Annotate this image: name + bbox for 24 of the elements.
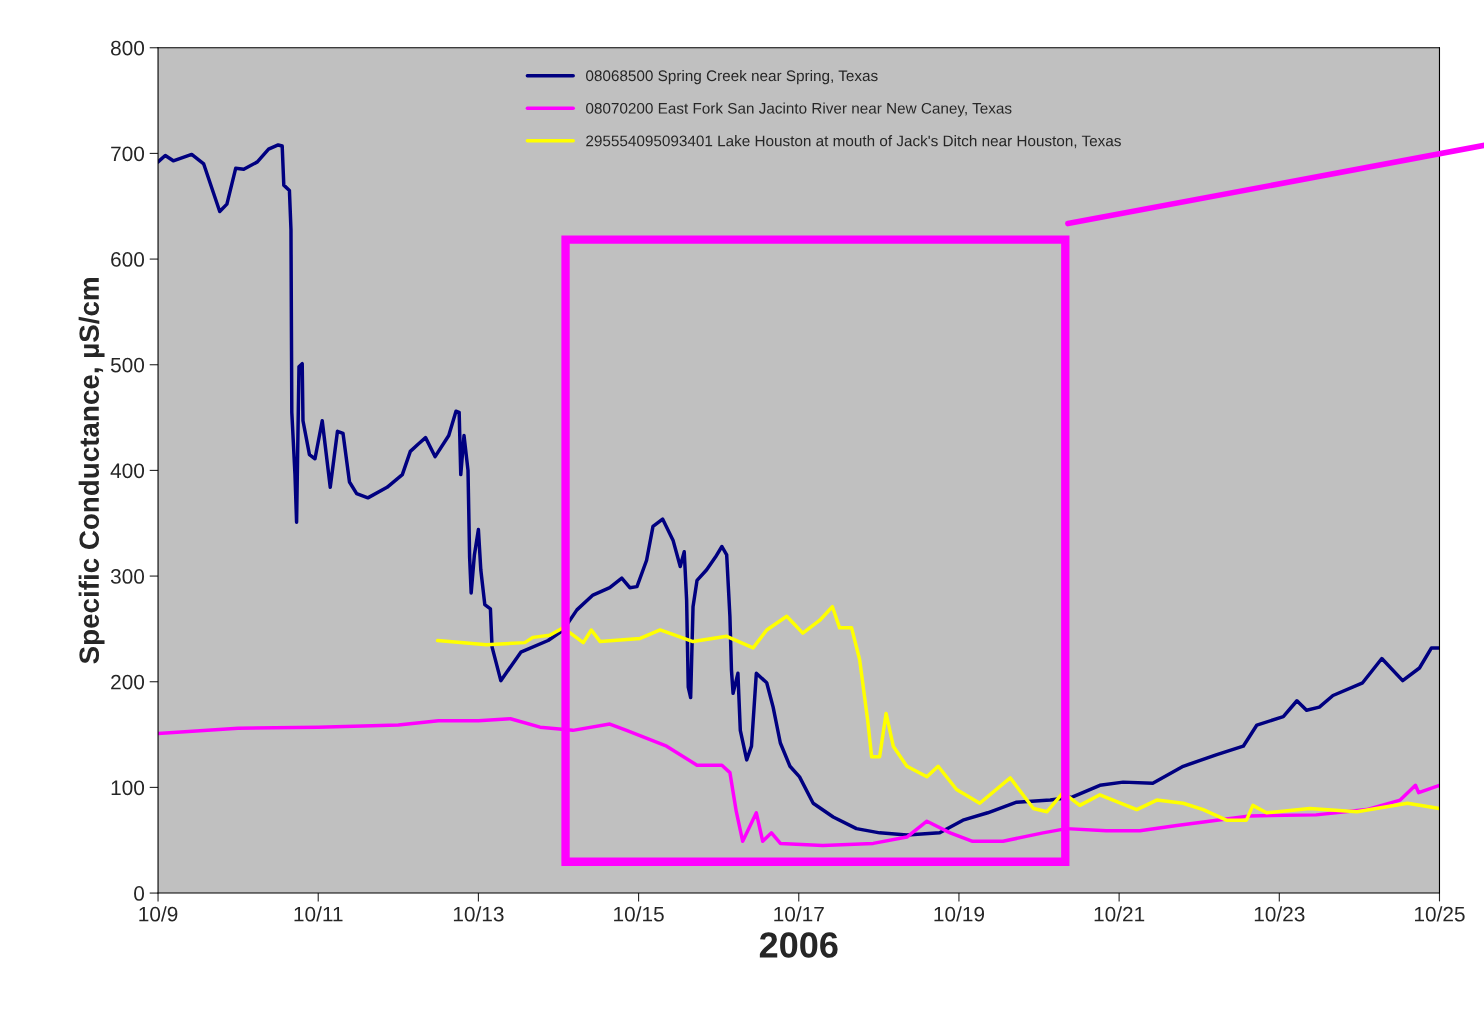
line-series [435, 604, 1440, 822]
x-tick-label: 10/23 [1254, 906, 1305, 922]
y-tick-label: 400 [110, 463, 145, 479]
y-tick-label: 300 [110, 569, 145, 584]
x-tick-label: 10/13 [453, 906, 504, 922]
x-tick-label: 10/11 [294, 906, 343, 922]
y-tick-label: 700 [111, 146, 145, 162]
legend-label: 295554095093401 Lake Houston at mouth of Jack's Ditch near Houston, Texas [586, 135, 1121, 149]
y-tick-label: 600 [111, 252, 145, 267]
legend-label: 08070200 East Fork San Jacinto River near New Caney, Texas [586, 102, 1012, 117]
y-tick-label: 200 [111, 674, 145, 690]
y-axis-title: Specific Conductance, µS/cm [78, 278, 105, 664]
x-tick-label: 10/25 [1415, 906, 1465, 922]
x-tick-label: 10/9 [139, 906, 178, 922]
x-tick-label: 10/21 [1094, 906, 1145, 922]
y-tick-label: 100 [111, 780, 145, 796]
x-tick-label: 10/17 [774, 906, 824, 922]
y-tick-label: 500 [110, 357, 145, 373]
y-tick-label: 0 [134, 886, 145, 901]
x-tick-label: 10/19 [934, 906, 985, 922]
y-tick-label: 800 [111, 40, 145, 56]
x-axis-title: 2006 [759, 932, 838, 958]
legend-label: 08068500 Spring Creek near Spring, Texas [586, 69, 878, 85]
x-tick-label: 10/15 [614, 906, 664, 922]
